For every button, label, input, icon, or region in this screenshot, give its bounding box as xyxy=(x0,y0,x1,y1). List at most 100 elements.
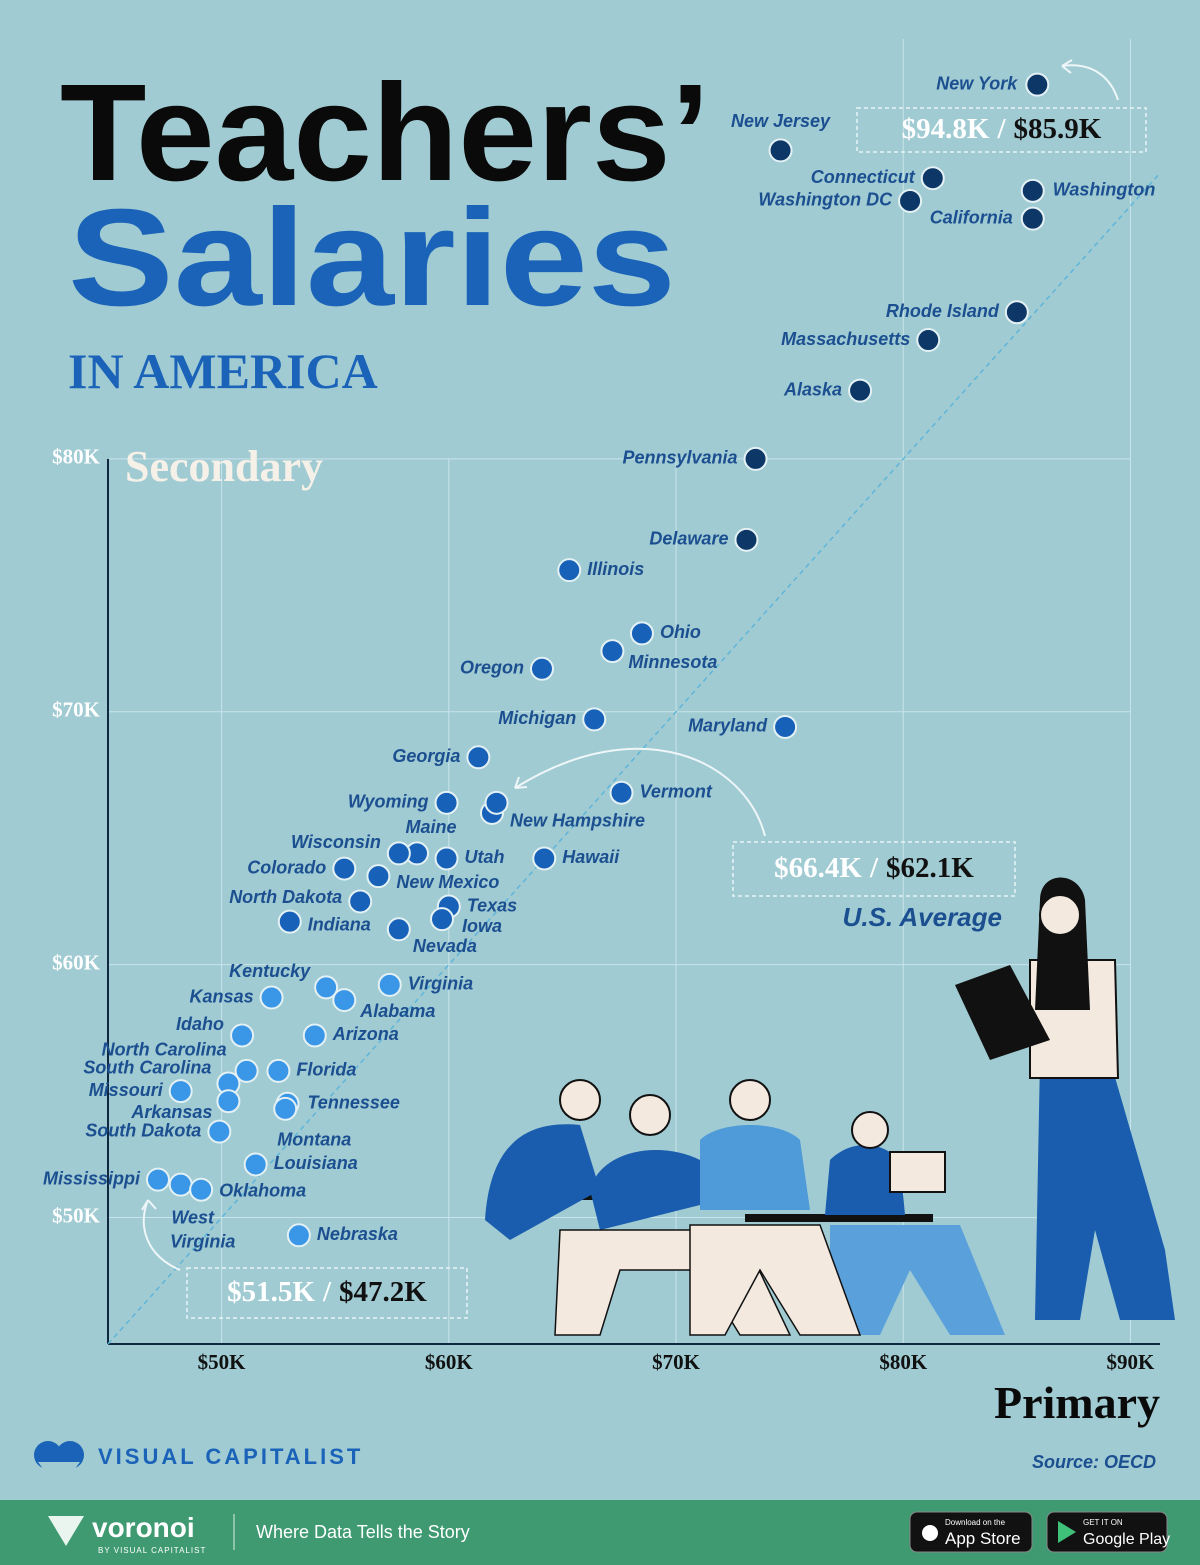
point-label: Connecticut xyxy=(811,167,916,187)
point xyxy=(743,446,768,471)
title-line: Teachers’ xyxy=(60,56,710,210)
point-label: Georgia xyxy=(392,746,460,766)
callout-box xyxy=(186,1267,468,1319)
point-label: Arizona xyxy=(332,1024,399,1044)
callout-box xyxy=(856,107,1147,153)
point-label: Oregon xyxy=(460,658,524,678)
point-label: Mississippi xyxy=(43,1168,141,1188)
point-labels: New York New Jersey Connecticut Washington … xyxy=(43,73,1155,1251)
grid xyxy=(107,39,1161,1345)
point xyxy=(189,1177,214,1202)
point xyxy=(629,621,654,646)
brand: VISUAL CAPITALIST xyxy=(98,1444,363,1469)
point xyxy=(609,780,634,805)
arrow xyxy=(142,1199,181,1271)
callout-separator: / xyxy=(322,1276,332,1308)
arrow-head xyxy=(514,776,528,789)
point-label: North Carolina xyxy=(102,1040,227,1060)
point-label: Colorado xyxy=(247,857,326,877)
arrow xyxy=(1061,64,1119,101)
point-label: California xyxy=(930,207,1013,227)
point-label: Iowa xyxy=(462,916,502,936)
point xyxy=(145,1167,170,1192)
point-label: Rhode Island xyxy=(886,301,1000,321)
point-label: South Dakota xyxy=(85,1120,201,1140)
app-store-button[interactable] xyxy=(909,1511,1033,1553)
point xyxy=(207,1119,232,1144)
google-play-name: Google Play xyxy=(1083,1531,1170,1548)
point-label: Maine xyxy=(406,817,457,837)
apple-icon xyxy=(922,1525,938,1541)
x-axis-label: Primary xyxy=(994,1377,1160,1428)
point-label: Missouri xyxy=(89,1080,164,1100)
point-label: Wyoming xyxy=(348,792,429,812)
callout-y-value: $94.8K xyxy=(902,113,990,145)
point-label: West Virginia xyxy=(170,1207,235,1251)
point xyxy=(386,841,411,866)
point xyxy=(734,527,759,552)
callout-box xyxy=(732,841,1016,897)
point-label: Florida xyxy=(296,1060,356,1080)
illustration xyxy=(485,877,1175,1336)
point-label: New York xyxy=(936,73,1018,93)
parity-line xyxy=(107,172,1161,1345)
point xyxy=(366,864,391,889)
point xyxy=(529,656,554,681)
point xyxy=(168,1172,193,1197)
average-point xyxy=(484,790,509,815)
x-tick-label: $90K xyxy=(1107,1350,1156,1374)
point xyxy=(243,1152,268,1177)
point xyxy=(314,975,339,1000)
point-label: Washington DC xyxy=(758,190,893,210)
subtitle: IN AMERICA xyxy=(68,343,378,399)
point xyxy=(773,714,798,739)
callout-text: $51.5K / $47.2K xyxy=(227,1276,427,1308)
brand-logo xyxy=(34,1441,84,1470)
arrow-head xyxy=(141,1199,157,1211)
point xyxy=(286,1223,311,1248)
google-play-small: GET IT ON xyxy=(1083,1518,1123,1527)
point xyxy=(600,639,625,664)
y-tick-label: $60K xyxy=(52,950,101,974)
google-play-button[interactable] xyxy=(1046,1511,1168,1553)
point xyxy=(434,790,459,815)
y-tick-label: $50K xyxy=(52,1203,101,1227)
point xyxy=(168,1079,193,1104)
point-label: Massachusetts xyxy=(781,329,910,349)
point-label: Oklahoma xyxy=(219,1180,306,1200)
point-label: Indiana xyxy=(308,914,371,934)
y-tick-label: $70K xyxy=(52,698,101,722)
point xyxy=(348,889,373,914)
point xyxy=(332,988,357,1013)
point-label: New Jersey xyxy=(731,111,831,131)
callout-separator: / xyxy=(869,852,879,884)
tagline: Where Data Tells the Story xyxy=(256,1522,470,1542)
point-label: Tennessee xyxy=(307,1093,399,1113)
callout-text: $94.8K / $85.9K xyxy=(902,113,1102,145)
callout-x-value: $85.9K xyxy=(1014,113,1102,145)
play-icon xyxy=(1058,1521,1076,1543)
point xyxy=(332,856,357,881)
point-label: Kentucky xyxy=(229,961,311,981)
point xyxy=(532,846,557,871)
footer-logo-sub: BY VISUAL CAPITALIST xyxy=(98,1546,206,1555)
point-label: Nebraska xyxy=(317,1224,398,1244)
point-label: Maryland xyxy=(688,716,768,736)
point-label: Vermont xyxy=(640,781,713,801)
point xyxy=(234,1058,259,1083)
point xyxy=(230,1023,255,1048)
point xyxy=(434,846,459,871)
point xyxy=(1020,206,1045,231)
point xyxy=(266,1058,291,1083)
point-label: Illinois xyxy=(587,559,644,579)
callout-x-value: $62.1K xyxy=(886,852,974,884)
arrow-head xyxy=(1061,59,1073,74)
points xyxy=(145,72,1050,1248)
x-tick-label: $60K xyxy=(425,1350,474,1374)
y-axis-label: Secondary xyxy=(125,442,323,491)
point-label: Utah xyxy=(465,847,505,867)
point-label: Idaho xyxy=(176,1014,224,1034)
point xyxy=(557,558,582,583)
point xyxy=(848,378,873,403)
point-label: Montana xyxy=(277,1130,351,1150)
